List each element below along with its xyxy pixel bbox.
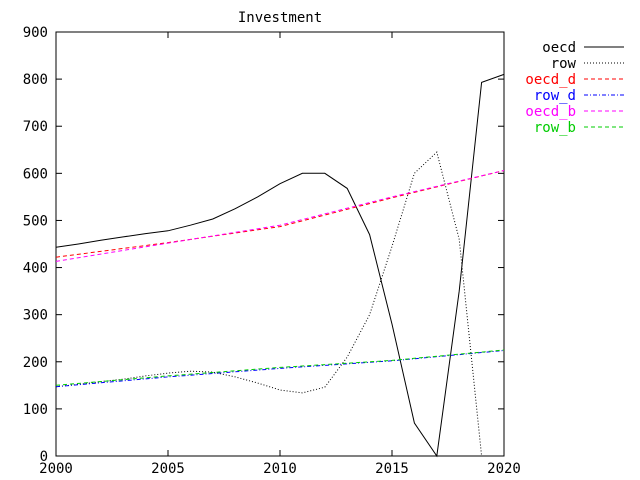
legend-label-row_d: row_d: [534, 88, 576, 104]
legend-label-oecd_d: oecd_d: [525, 72, 576, 88]
series-line-oecd_b: [55, 170, 505, 262]
x-tick-label: 2010: [263, 461, 297, 477]
y-tick-label: 500: [23, 213, 48, 229]
legend-label-row: row: [551, 56, 577, 72]
y-tick-label: 0: [40, 449, 48, 465]
series-line-oecd_d: [55, 170, 505, 258]
series-line-oecd: [55, 73, 505, 458]
y-tick-label: 200: [23, 355, 48, 371]
x-tick-label: 2000: [39, 461, 73, 477]
series-lines: [55, 73, 505, 458]
series-line-row_d: [55, 350, 505, 388]
series-line-row_b: [55, 349, 505, 386]
y-tick-label: 600: [23, 166, 48, 182]
y-tick-label: 400: [23, 261, 48, 277]
chart-title: Investment: [238, 10, 322, 26]
y-tick-label: 700: [23, 119, 48, 135]
y-tick-label: 300: [23, 308, 48, 324]
x-tick-label: 2020: [487, 461, 521, 477]
y-tick-label: 100: [23, 402, 48, 418]
plot-frame: [55, 31, 505, 457]
x-tick-label: 2005: [151, 461, 185, 477]
series-line-row: [55, 151, 483, 457]
y-tick-label: 800: [23, 72, 48, 88]
legend-label-oecd: oecd: [542, 40, 576, 56]
legend-label-row_b: row_b: [534, 120, 576, 136]
legend-label-oecd_b: oecd_b: [525, 104, 576, 120]
x-tick-label: 2015: [375, 461, 409, 477]
y-tick-label: 900: [23, 25, 48, 41]
axis-ticks: 0 100 200 300 400 500 600 700 800 900 2000 2005 2010…: [23, 25, 521, 477]
